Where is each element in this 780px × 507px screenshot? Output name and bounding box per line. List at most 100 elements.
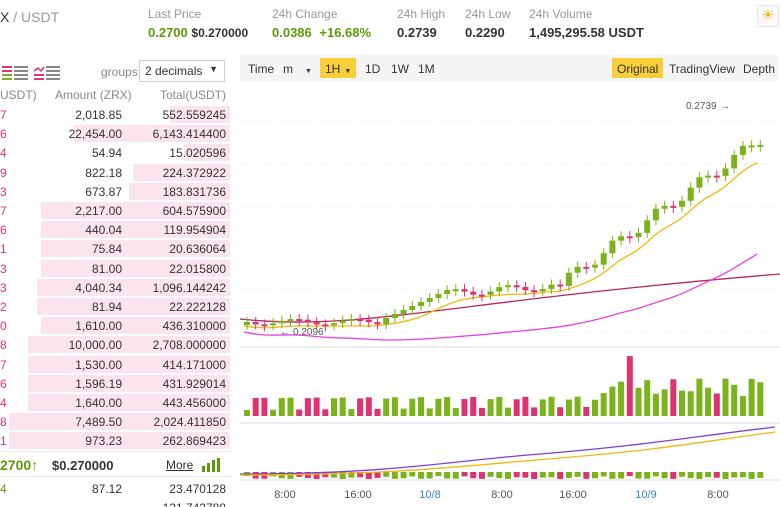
ask-total: 183.831736 (162, 184, 226, 199)
candle-body (365, 319, 372, 323)
ask-total: 262.869423 (162, 434, 226, 449)
ask-row[interactable]: 6 22,454.00 6,143.414400 (0, 124, 232, 143)
order-book-tools: groups 2 decimals ▼ (0, 55, 232, 85)
indicator-bar (539, 472, 546, 478)
ask-row[interactable]: 8 10,000.00 2,708.000000 (0, 335, 232, 354)
decimals-select[interactable]: 2 decimals ▼ (139, 60, 225, 82)
candle-body (252, 322, 259, 325)
ask-price: 4 (0, 396, 7, 410)
candle-body (548, 284, 555, 289)
ask-row[interactable]: 4 54.94 15.020596 (0, 143, 232, 162)
indicator-bar (513, 472, 520, 478)
tab-original[interactable]: Original (612, 58, 664, 78)
ask-row[interactable]: 0 1,610.00 436.310000 (0, 316, 232, 335)
bid-row[interactable]: 4 87.12 23.470128 (0, 479, 232, 498)
ask-row[interactable]: 6 1,596.19 431.929014 (0, 374, 232, 393)
candle-body (287, 319, 294, 322)
depth-bar (36, 278, 230, 296)
ask-row[interactable]: 8 7,489.50 2,024.411850 (0, 412, 232, 431)
volume-bar (513, 399, 520, 416)
candle-body (722, 168, 729, 176)
candle-body (713, 175, 720, 178)
candlestick-chart[interactable]: 0.2739 → ← 0.2096 8:00 16:00 10/8 8:00 16:00 10/9… (240, 82, 780, 507)
ask-price: 9 (0, 165, 7, 180)
ask-price: 7 (0, 357, 7, 372)
interval-1h[interactable]: 1H ▼ (320, 58, 356, 78)
ask-price: 3 (0, 280, 7, 295)
col-amount-header: Amount (ZRX) (55, 88, 132, 102)
interval-1w[interactable]: 1W (391, 62, 409, 76)
ask-amount: 973.23 (85, 434, 122, 449)
ask-row[interactable]: 2 81.94 22.222128 (0, 297, 232, 316)
ask-row[interactable]: 9 822.18 224.372922 (0, 163, 232, 182)
ask-row[interactable]: 7 2,018.85 552.559245 (0, 105, 232, 124)
ask-row[interactable]: 4 1,640.00 443.456000 (0, 393, 232, 412)
ask-row[interactable]: 3 4,040.34 1,096.144242 (0, 278, 232, 297)
volume-bar (618, 381, 625, 416)
indicator-bar (339, 472, 346, 479)
ask-total: 414.171000 (162, 357, 226, 372)
market-header: X / USDT Last Price 0.2700 $0.270000 24h… (0, 0, 780, 52)
ask-row[interactable]: 1 75.84 20.636064 (0, 239, 232, 258)
volume-bar (313, 397, 320, 416)
last-price-row: 2700↑ $0.270000 More (0, 451, 232, 477)
ask-total: 2,708.000000 (152, 338, 226, 353)
book-both-icon[interactable] (0, 63, 30, 81)
bid-row[interactable]: 121.743788 (0, 498, 232, 507)
volume-bar (304, 398, 311, 416)
col-price-header: USDT) (0, 88, 37, 102)
interval-minutes[interactable]: m ▼ (283, 62, 312, 76)
ask-row[interactable]: 3 673.87 183.831736 (0, 182, 232, 201)
tab-tradingview[interactable]: TradingView (669, 62, 736, 76)
volume-bar (600, 393, 607, 416)
indicator-bar (548, 472, 555, 478)
volume-bar (478, 407, 485, 416)
candle-body (470, 291, 477, 295)
more-link[interactable]: More (166, 458, 194, 472)
x-tick-label: 16:00 (559, 489, 587, 501)
volume-bar (592, 399, 598, 416)
x-tick-label: 10/8 (419, 489, 440, 501)
x-tick-label: 8:00 (707, 489, 728, 501)
last-price-label: Last Price (148, 7, 202, 21)
volume-bar (261, 397, 268, 416)
ask-row[interactable]: 1 973.23 262.869423 (0, 431, 232, 450)
candle-body (331, 323, 337, 326)
ask-row[interactable]: 3 81.00 22.015800 (0, 259, 232, 278)
candle-body (409, 306, 416, 310)
bid-total: 23.470128 (169, 482, 226, 496)
volume-bar (244, 410, 250, 416)
ask-row[interactable]: 6 440.04 119.954904 (0, 220, 232, 239)
indicator-bar (644, 472, 651, 479)
book-asks-icon[interactable] (32, 63, 62, 81)
candle-body (322, 324, 329, 327)
volume-bar (400, 408, 407, 416)
volume-bar (391, 397, 398, 416)
candle-body (557, 284, 564, 287)
ask-row[interactable]: 7 1,530.00 414.171000 (0, 355, 232, 374)
volume-bar (635, 387, 642, 416)
volume-bar (339, 397, 346, 416)
interval-1m[interactable]: 1M (418, 62, 435, 76)
ask-total: 20.636064 (169, 242, 226, 257)
indicator-bar (574, 472, 581, 477)
indicator-bar (531, 472, 538, 479)
interval-time[interactable]: Time (248, 62, 275, 76)
volume-bar (383, 398, 390, 416)
indicator-bar (739, 472, 746, 478)
last-price-value: 0.2700 $0.270000 (148, 25, 249, 40)
candle-body (304, 319, 311, 323)
volume-bar (557, 407, 564, 416)
depth-bar (41, 317, 230, 335)
interval-1d[interactable]: 1D (365, 62, 381, 76)
tab-depth[interactable]: Depth (743, 62, 776, 76)
ask-total: 6,143.414400 (152, 127, 226, 142)
ask-row[interactable]: 7 2,217.00 604.575900 (0, 201, 232, 220)
sun-icon[interactable]: ☀ (757, 5, 779, 27)
indicator-bar (505, 472, 511, 479)
indicator-bar (600, 472, 607, 477)
candle-body (505, 285, 511, 288)
depth-bar (41, 202, 230, 219)
indicator-bar (418, 472, 424, 479)
candle-body (487, 291, 494, 295)
